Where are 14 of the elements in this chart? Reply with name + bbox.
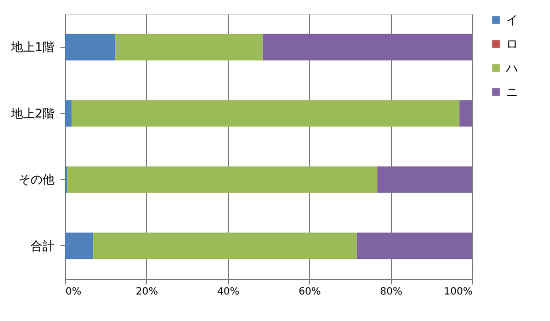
legend-label: ニ: [506, 85, 518, 99]
x-tick-label: 60%: [298, 286, 321, 298]
y-tick-label: 地上1階: [10, 40, 54, 54]
x-tick-label: 20%: [136, 286, 158, 298]
y-tick-label: 合計: [30, 238, 54, 253]
x-tick-label: 0%: [66, 286, 82, 298]
legend-label: ハ: [505, 61, 518, 75]
legend-label: イ: [506, 13, 518, 27]
x-tick-label: 100%: [444, 286, 472, 298]
y-tick-label: 地上2階: [10, 106, 54, 120]
legend-label: ロ: [506, 37, 518, 51]
x-tick-label: 40%: [217, 286, 240, 298]
y-tick-label: その他: [18, 172, 54, 187]
x-tick-label: 80%: [380, 286, 402, 298]
